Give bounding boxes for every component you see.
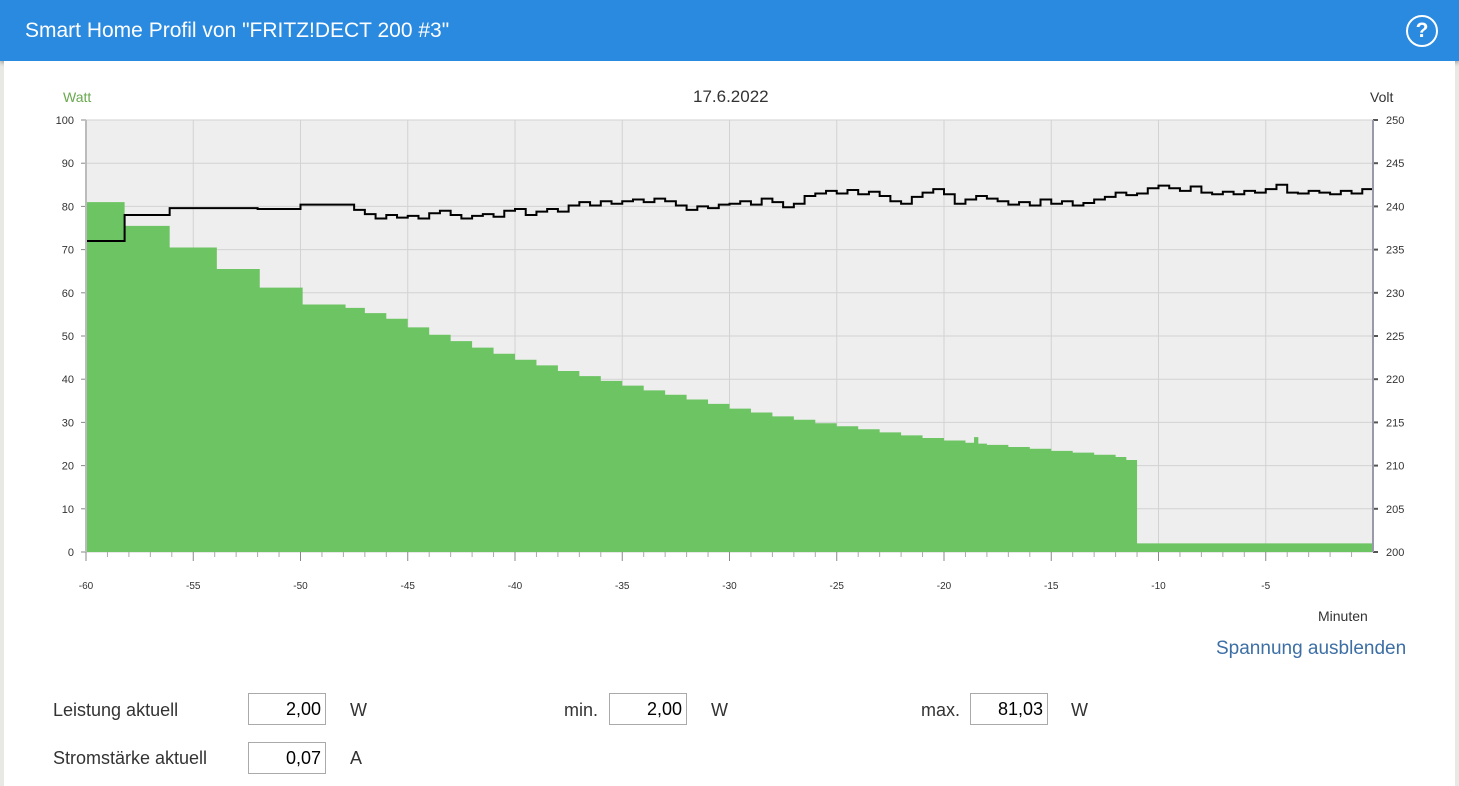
y-right-tick-label: 225 (1386, 331, 1404, 343)
x-tick-label: -45 (401, 581, 416, 592)
y-left-tick-label: 40 (62, 374, 74, 386)
y-left-tick-label: 30 (62, 417, 74, 429)
x-axis-label: Minuten (1318, 608, 1368, 624)
y-right-tick-label: 215 (1386, 417, 1404, 429)
y-left-tick-label: 90 (62, 158, 74, 170)
y-left-tick-label: 0 (68, 547, 74, 559)
power-current-field: 2,00 (248, 693, 326, 725)
left-axis-label: Watt (63, 89, 92, 105)
max-unit: W (1071, 700, 1088, 720)
power-current-label: Leistung aktuell (53, 700, 179, 720)
y-left-tick-label: 50 (62, 331, 74, 343)
x-tick-label: -25 (830, 581, 845, 592)
y-right-tick-label: 210 (1386, 461, 1404, 473)
x-tick-label: -35 (615, 581, 630, 592)
watt-area-series (86, 202, 1373, 552)
x-tick-label: -30 (722, 581, 737, 592)
x-tick-label: -50 (293, 581, 308, 592)
power-unit: W (350, 700, 367, 720)
right-axis-label: Volt (1370, 89, 1394, 105)
question-circle-icon[interactable]: ? (1406, 15, 1438, 47)
y-right-tick-label: 200 (1386, 547, 1404, 559)
dialog-header: Smart Home Profil von "FRITZ!DECT 200 #3… (0, 0, 1459, 61)
current-unit: A (350, 748, 363, 768)
y-right-tick-label: 205 (1386, 504, 1404, 516)
x-tick-label: -10 (1151, 581, 1166, 592)
y-right-tick-label: 230 (1386, 288, 1404, 300)
y-left-tick-label: 70 (62, 245, 74, 257)
y-left-tick-label: 10 (62, 504, 74, 516)
y-right-tick-label: 235 (1386, 245, 1404, 257)
y-right-tick-label: 240 (1386, 201, 1404, 213)
y-left-tick-label: 80 (62, 201, 74, 213)
current-label: Stromstärke aktuell (53, 748, 208, 768)
hide-voltage-link[interactable]: Spannung ausblenden (1216, 638, 1407, 659)
power-voltage-chart: 0 10 20 30 40 50 60 70 80 90 100 200 205 210 215 220 225… (56, 115, 1405, 592)
x-tick-label: -55 (186, 581, 201, 592)
min-unit: W (711, 700, 728, 720)
dialog-title: Smart Home Profil von "FRITZ!DECT 200 #3… (25, 19, 450, 42)
x-tick-label: -20 (937, 581, 952, 592)
x-tick-label: -60 (79, 581, 94, 592)
y-right-tick-label: 245 (1386, 158, 1404, 170)
x-tick-label: -40 (508, 581, 523, 592)
max-label: max. (921, 700, 961, 720)
y-left-tick-label: 60 (62, 288, 74, 300)
y-left-tick-label: 100 (56, 115, 74, 127)
x-tick-label: -15 (1044, 581, 1059, 592)
x-tick-label: -5 (1261, 581, 1270, 592)
y-left-tick-label: 20 (62, 461, 74, 473)
volt-line-series (86, 183, 1374, 242)
y-right-tick-label: 250 (1386, 115, 1404, 127)
chart-title: 17.6.2022 (693, 87, 769, 106)
min-power-field: 2,00 (609, 693, 687, 725)
y-right-tick-label: 220 (1386, 374, 1404, 386)
current-field: 0,07 (248, 742, 326, 774)
max-power-field: 81,03 (970, 693, 1048, 725)
min-label: min. (564, 700, 599, 720)
